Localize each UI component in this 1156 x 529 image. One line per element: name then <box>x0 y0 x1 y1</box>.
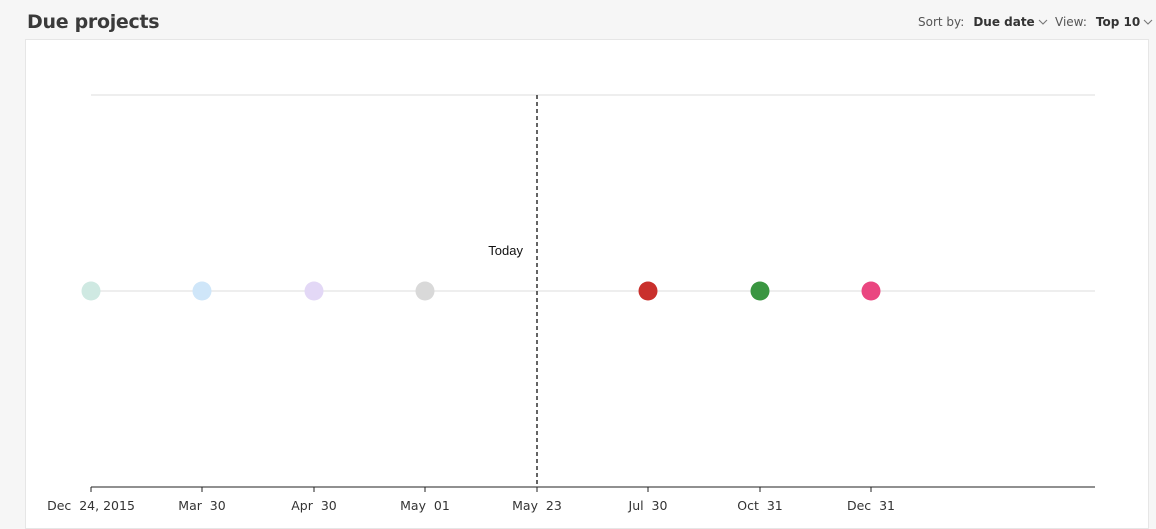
x-tick-label: Mar 30 <box>178 498 225 513</box>
project-point[interactable] <box>304 281 324 301</box>
project-point[interactable] <box>750 281 770 301</box>
sort-control[interactable]: Sort by: Due date <box>918 15 1048 29</box>
chevron-down-icon[interactable] <box>1143 17 1153 27</box>
x-tick-label: Apr 30 <box>291 498 337 513</box>
project-point[interactable] <box>638 281 658 301</box>
chevron-down-icon[interactable] <box>1038 17 1048 27</box>
x-tick-label: May 23 <box>512 498 562 513</box>
project-point[interactable] <box>861 281 881 301</box>
chart-panel <box>25 39 1149 529</box>
sort-dropdown[interactable]: Due date <box>973 15 1035 29</box>
view-label: View: <box>1055 15 1087 29</box>
x-tick-label: Oct 31 <box>737 498 782 513</box>
page-title: Due projects <box>27 11 160 33</box>
x-tick-label: May 01 <box>400 498 450 513</box>
panel-header: Due projects Sort by: Due date View: Top… <box>0 0 1156 40</box>
x-tick-label: Dec 24, 2015 <box>47 498 135 513</box>
project-point[interactable] <box>192 281 212 301</box>
x-tick-label: Jul 30 <box>628 498 668 513</box>
today-label: Today <box>488 243 523 258</box>
project-point[interactable] <box>81 281 101 301</box>
project-point[interactable] <box>415 281 435 301</box>
x-tick-label: Dec 31 <box>847 498 895 513</box>
view-dropdown[interactable]: Top 10 <box>1095 15 1141 29</box>
view-control[interactable]: View: Top 10 <box>1055 15 1153 29</box>
sort-label: Sort by: <box>918 15 965 29</box>
